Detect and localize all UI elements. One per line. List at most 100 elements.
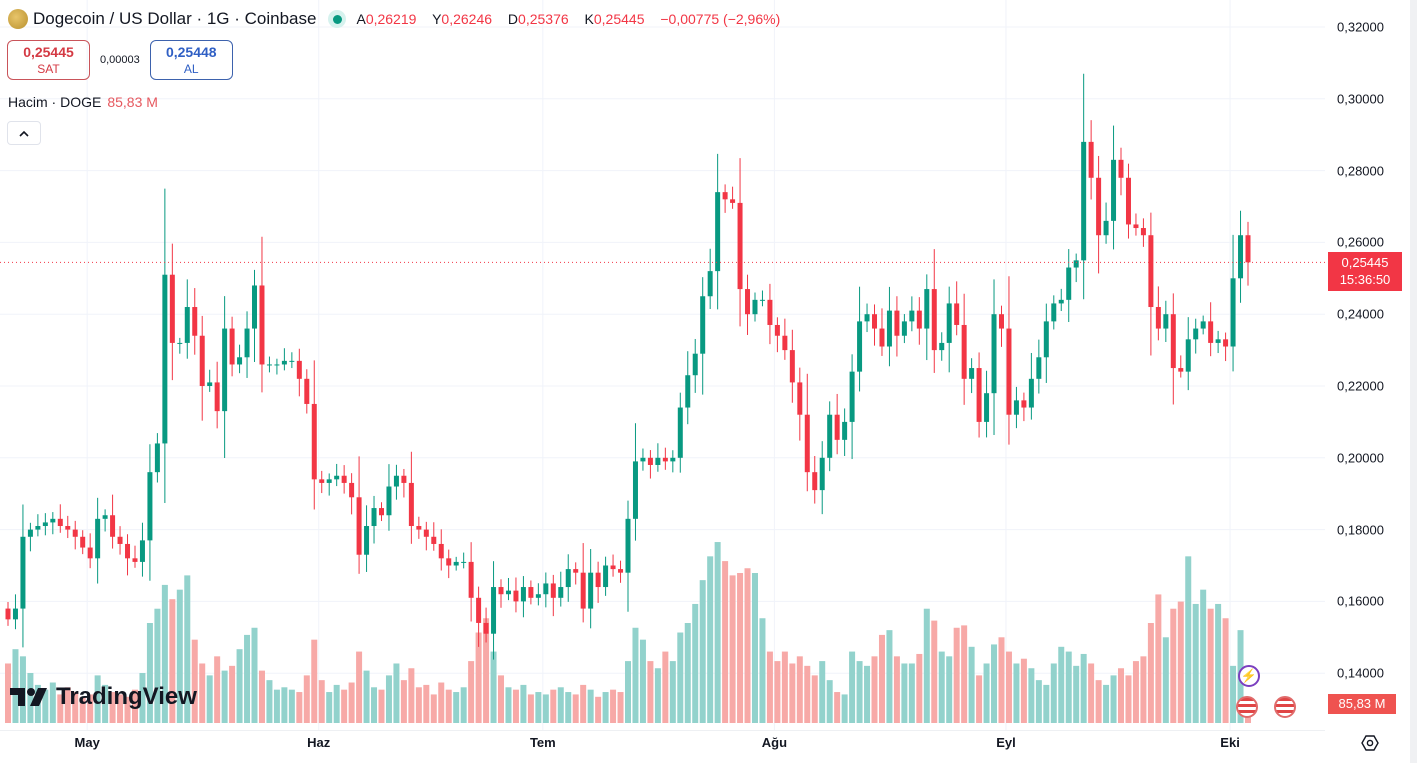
volume-bar (221, 670, 228, 723)
candle-body (1215, 339, 1221, 343)
volume-bar (273, 689, 280, 723)
candle-body (1058, 299, 1064, 304)
candle-body (498, 587, 504, 595)
volume-bar (976, 675, 983, 723)
volume-bar (303, 675, 310, 723)
volume-bar (811, 675, 818, 723)
candle-body (35, 526, 41, 530)
candle-body (849, 371, 855, 422)
volume-bar (415, 687, 422, 723)
symbol-title[interactable]: Dogecoin / US Dollar · 1G · Coinbase (33, 9, 317, 28)
us-flag-event-icon[interactable] (1236, 696, 1258, 718)
volume-legend[interactable]: Hacim · DOGE 85,83 M (8, 94, 158, 110)
candle-body (110, 515, 116, 537)
price-axis[interactable]: 0,32000 0,30000 0,28000 0,26000 0,24000 0,220… (1325, 0, 1410, 730)
volume-bar (49, 682, 56, 723)
volume-bar (154, 608, 161, 723)
candle-body (759, 299, 765, 301)
volume-bar (423, 684, 430, 723)
volume-bar (311, 639, 318, 723)
volume-bar (595, 696, 602, 723)
volume-bar (1035, 680, 1042, 723)
candle-body (737, 202, 743, 290)
volume-bar (57, 694, 64, 723)
price-axis-label: 0,32000 (1337, 19, 1384, 35)
volume-bar (1020, 658, 1027, 723)
candle-body (558, 587, 564, 598)
volume-bar (991, 644, 998, 723)
volume-bar (1005, 651, 1012, 723)
candle-body (42, 522, 48, 527)
candle-body (80, 536, 86, 548)
candle-body (207, 382, 213, 386)
time-axis[interactable]: May Haz Tem Ağu Eyl Eki (0, 730, 1325, 764)
volume-bar (251, 627, 258, 723)
candle-body (416, 526, 422, 530)
candle-body (588, 572, 594, 609)
sell-button[interactable]: 0,25445 SAT (7, 40, 90, 80)
price-axis-label: 0,22000 (1337, 378, 1384, 394)
symbol-header[interactable]: Dogecoin / US Dollar · 1G · Coinbase A0,… (8, 9, 786, 29)
volume-bar (1155, 594, 1162, 723)
candle-body (946, 303, 952, 343)
candle-body (1118, 159, 1124, 178)
candle-body (782, 335, 788, 351)
volume-bar (1050, 663, 1057, 723)
candle-body (909, 310, 915, 322)
candle-body (625, 518, 631, 573)
candle-body (453, 561, 459, 566)
tradingview-logo[interactable]: TradingView (10, 683, 197, 711)
volume-bar (281, 687, 288, 723)
candle-body (1088, 141, 1094, 178)
time-axis-label: Haz (307, 735, 331, 750)
candle-body (901, 321, 907, 336)
volume-bar (602, 692, 609, 723)
volume-bar (1095, 680, 1102, 723)
chevron-up-icon (19, 130, 29, 137)
candle-body (632, 461, 638, 519)
candle-body (334, 475, 340, 480)
volume-bar (968, 646, 975, 723)
candle-body (565, 569, 571, 588)
volume-bar (864, 665, 871, 723)
candle-body (244, 328, 250, 358)
collapse-legend-button[interactable] (7, 121, 41, 145)
volume-bar (998, 637, 1005, 723)
volume-bar (176, 589, 183, 723)
candle-body (505, 590, 511, 595)
candle-body (378, 508, 384, 516)
us-flag-event-icon[interactable] (1274, 696, 1296, 718)
candle-body (677, 407, 683, 458)
volume-bar (146, 623, 153, 723)
volume-bar (908, 663, 915, 723)
buy-button[interactable]: 0,25448 AL (149, 40, 233, 80)
candle-body (618, 569, 624, 573)
candle-body (767, 299, 773, 325)
volume-bar (557, 687, 564, 723)
price-chart[interactable] (0, 0, 1325, 730)
candle-body (939, 342, 945, 351)
volume-bar (886, 630, 893, 723)
candle-body (87, 547, 93, 559)
candle-body (872, 314, 878, 329)
candle-body (326, 479, 332, 483)
candle-body (520, 587, 526, 602)
volume-bar (1125, 675, 1132, 723)
volume-bar (766, 651, 773, 723)
candle-body (827, 414, 833, 458)
candle-body (984, 393, 990, 422)
price-axis-label: 0,20000 (1337, 450, 1384, 466)
chart-settings-icon[interactable] (1360, 733, 1380, 753)
candle-body (266, 364, 272, 366)
volume-bar (356, 651, 363, 723)
candle-body (446, 558, 452, 566)
candle-body (1111, 159, 1117, 221)
volume-bar (333, 684, 340, 723)
volume-bar (587, 689, 594, 723)
candle-body (1081, 141, 1087, 261)
volume-bar (460, 687, 467, 723)
candle-body (311, 403, 317, 480)
price-axis-label: 0,14000 (1337, 665, 1384, 681)
event-lightning-icon[interactable]: ⚡ (1238, 665, 1260, 687)
time-axis-label: Eki (1220, 735, 1240, 750)
